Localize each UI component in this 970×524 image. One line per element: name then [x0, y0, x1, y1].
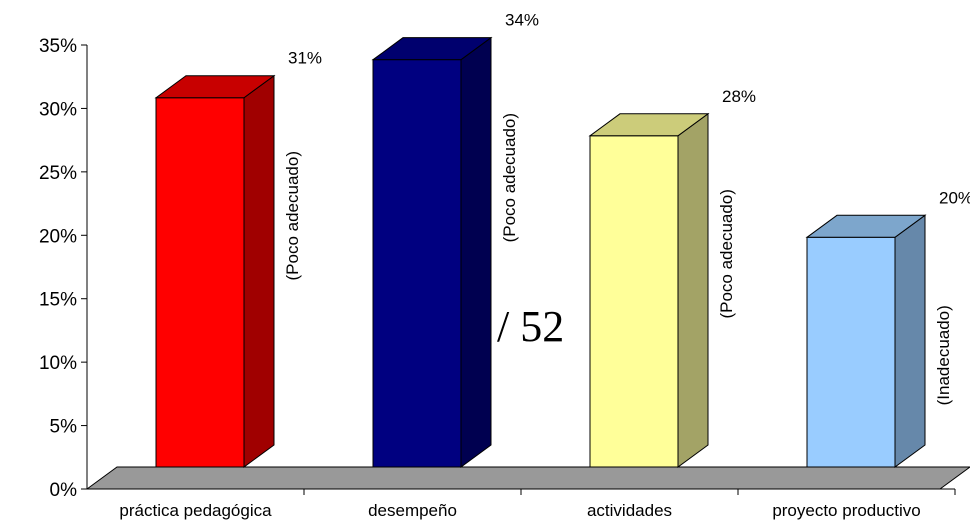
bar-side [677, 112, 709, 468]
bar-annotation: (Poco adecuado) [717, 189, 736, 318]
y-tick-label: 35% [39, 36, 77, 57]
bar-top [588, 113, 710, 137]
bar-front [806, 236, 896, 468]
value-label: 31% [288, 49, 322, 68]
chart-floor [85, 466, 970, 490]
bar-side [460, 36, 492, 468]
bar-top [805, 214, 927, 238]
category-label: actividades [587, 501, 672, 520]
y-tick-label: 15% [39, 290, 77, 311]
category-label: desempeño [368, 501, 457, 520]
value-label: 28% [722, 87, 756, 106]
y-tick-label: 10% [39, 353, 77, 374]
value-label: 20% [939, 188, 970, 207]
bar-side [894, 214, 926, 468]
category-label: práctica pedagógica [119, 501, 272, 520]
bar-front [372, 59, 462, 468]
y-tick-label: 0% [50, 480, 78, 501]
bar-top [371, 37, 493, 61]
category-label: proyecto productivo [772, 501, 920, 520]
bar-annotation: (Poco adecuado) [283, 151, 302, 280]
page-number: / 52 [497, 302, 564, 351]
y-tick-label: 20% [39, 226, 77, 247]
value-label: 34% [505, 11, 539, 30]
bar-front [155, 97, 245, 468]
y-tick-label: 30% [39, 99, 77, 120]
bar-top [154, 75, 276, 99]
bar-side [243, 74, 275, 468]
bar-annotation: (Poco adecuado) [500, 113, 519, 242]
bar-annotation: (Inadecuado) [934, 305, 953, 405]
y-tick-label: 5% [50, 417, 78, 438]
y-tick-label: 25% [39, 163, 77, 184]
bar-front [589, 135, 679, 468]
